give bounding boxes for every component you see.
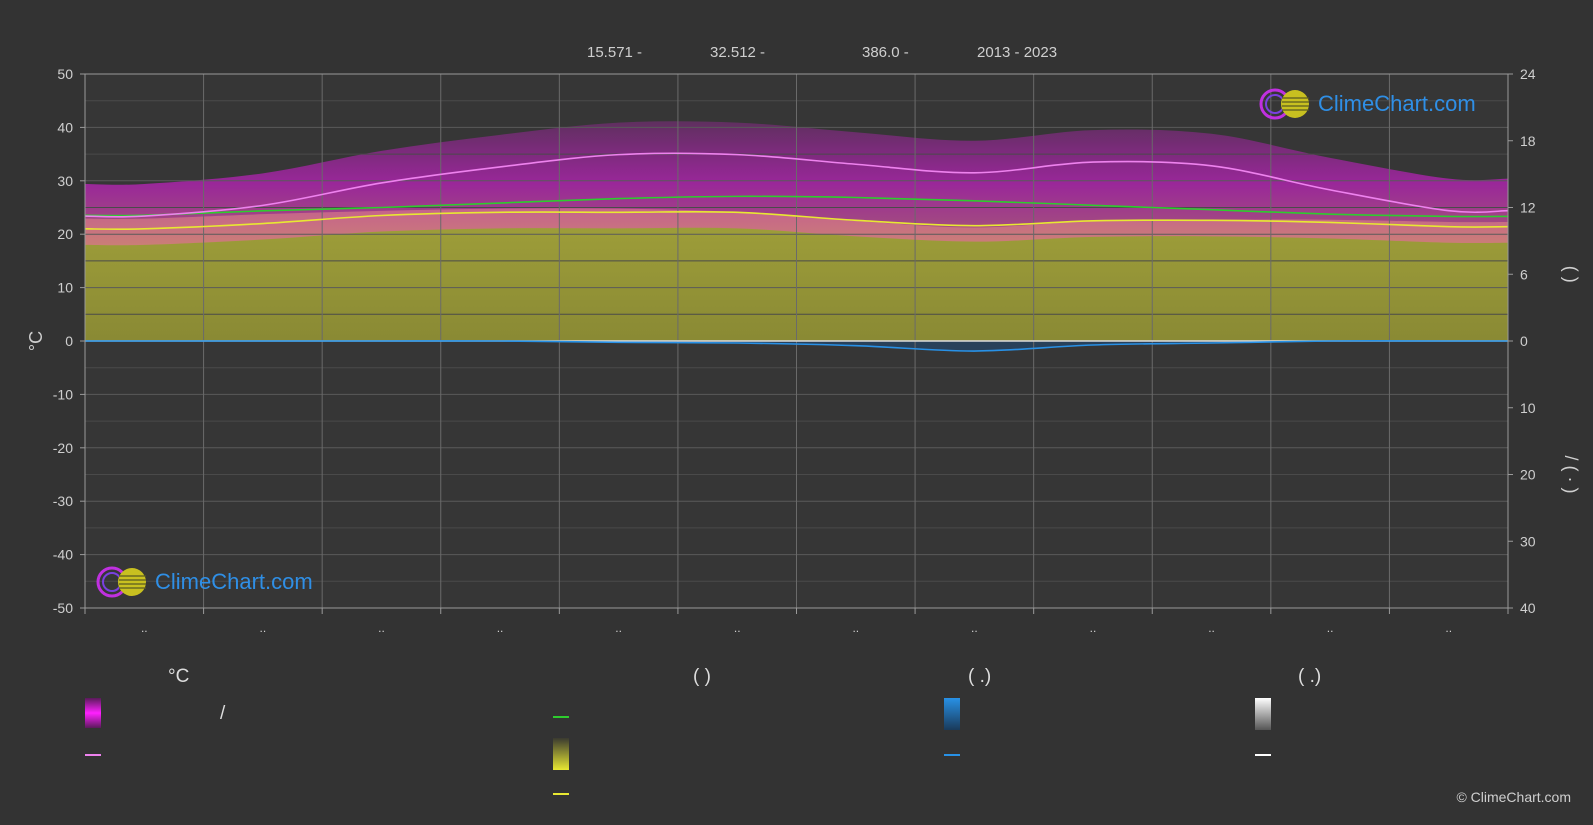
left-tick-label: -50 <box>53 600 73 616</box>
logo-top-text: ClimeChart.com <box>1318 91 1476 116</box>
month-label: .. <box>734 621 741 635</box>
legend-sunshine-line <box>553 793 569 795</box>
right-tick-label-mm: 20 <box>1520 467 1536 483</box>
legend-sunshine-swatch <box>553 738 569 770</box>
daylight-line <box>84 195 1509 218</box>
legend-rain-line <box>944 754 960 756</box>
right-tick-label-mm: 10 <box>1520 400 1536 416</box>
left-axis-title: °C <box>26 331 46 351</box>
header-elevation: 386.0 - <box>862 44 909 61</box>
header-years: 2013 - 2023 <box>977 44 1058 61</box>
legend-snow-line <box>1255 754 1271 756</box>
left-tick-label: -20 <box>53 440 73 456</box>
right-tick-label-mm: 30 <box>1520 533 1536 549</box>
right-tick-label-hours: 6 <box>1520 266 1528 282</box>
month-label: .. <box>260 621 267 635</box>
legend-rain-head: ( .) <box>968 666 992 687</box>
month-label: .. <box>1090 621 1097 635</box>
legend-daylight-line <box>553 716 569 718</box>
right-tick-label-hours: 12 <box>1520 200 1536 216</box>
left-tick-label: -10 <box>53 386 73 402</box>
legend-temp-head: °C <box>168 666 190 687</box>
left-tick-label: 20 <box>57 226 73 242</box>
legend-temp-range-swatch <box>85 698 101 728</box>
logo-top[interactable]: ClimeChart.com <box>1258 87 1476 121</box>
right-axis-title-hours: ( ) <box>1561 266 1581 283</box>
right-tick-label-mm: 40 <box>1520 600 1536 616</box>
left-tick-label: -40 <box>53 547 73 563</box>
month-label: .. <box>141 621 148 635</box>
climechart-logo-icon <box>96 566 146 598</box>
header-latitude: 15.571 - <box>587 44 643 61</box>
month-label: .. <box>1445 621 1452 635</box>
right-tick-label-hours: 0 <box>1520 333 1528 349</box>
month-label: .. <box>497 621 504 635</box>
left-tick-label: 30 <box>57 173 73 189</box>
legend-snow-swatch <box>1255 698 1271 730</box>
month-label: .. <box>852 621 859 635</box>
logo-bottom[interactable]: ClimeChart.com <box>95 565 313 599</box>
min-temp-mean-line <box>84 210 1509 231</box>
header-longitude: 32.512 - <box>710 44 766 61</box>
month-label: .. <box>1208 621 1215 635</box>
legend-rain-swatch <box>944 698 960 730</box>
month-label: .. <box>615 621 622 635</box>
logo-bottom-text: ClimeChart.com <box>155 569 313 594</box>
left-tick-label: -30 <box>53 493 73 509</box>
left-tick-label: 10 <box>57 280 73 296</box>
copyright: © ClimeChart.com <box>1456 789 1571 805</box>
legend-sun-head: ( ) <box>693 666 711 687</box>
legend-slash: / <box>220 703 226 724</box>
right-tick-label-hours: 24 <box>1520 66 1536 82</box>
month-label: .. <box>1327 621 1334 635</box>
right-tick-label-hours: 18 <box>1520 133 1536 149</box>
climechart-logo-icon <box>1259 88 1309 120</box>
legend-max-mean-line <box>85 754 101 756</box>
month-label: .. <box>378 621 385 635</box>
left-tick-label: 0 <box>65 333 73 349</box>
left-tick-label: 40 <box>57 119 73 135</box>
right-axis-title-precip: / ( · ) <box>1561 456 1581 494</box>
precip-mean-line <box>84 340 1508 352</box>
max-temp-mean-line <box>84 152 1509 218</box>
month-label: .. <box>971 621 978 635</box>
legend-snow-head: ( .) <box>1298 666 1322 687</box>
left-tick-label: 50 <box>57 66 73 82</box>
